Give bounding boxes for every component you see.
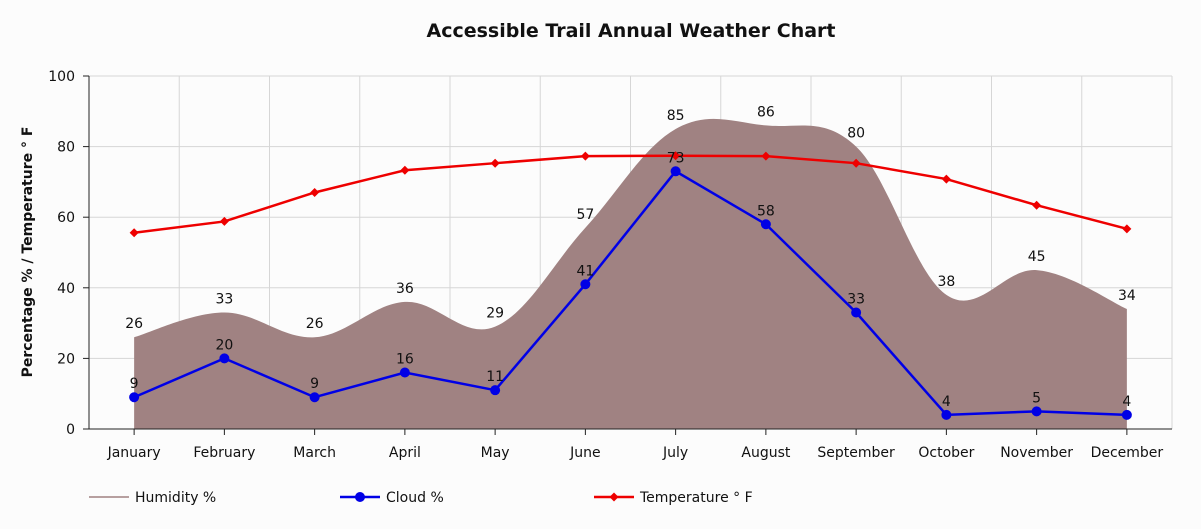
- cloud-point: [580, 279, 591, 290]
- legend-humidity-label: Humidity %: [135, 490, 216, 506]
- humidity-data-label: 34: [1118, 288, 1136, 304]
- x-tick-label: April: [389, 445, 421, 461]
- humidity-data-label: 80: [847, 126, 865, 142]
- cloud-point: [399, 367, 410, 378]
- cloud-data-label: 11: [486, 369, 504, 385]
- temperature-line: [133, 154, 1128, 234]
- x-tick-label: August: [741, 445, 791, 461]
- legend-temperature-label: Temperature ° F: [639, 490, 753, 506]
- cloud-data-label: 5: [1032, 390, 1041, 406]
- cloud-point: [1121, 409, 1132, 420]
- temperature-point: [1122, 224, 1132, 234]
- cloud-point: [760, 219, 771, 230]
- temperature-point: [761, 151, 771, 161]
- humidity-data-label: 57: [576, 207, 594, 223]
- cloud-data-label: 4: [1122, 394, 1131, 410]
- x-tick-label: December: [1091, 445, 1164, 461]
- cloud-point: [1031, 406, 1042, 417]
- area-series-layer: [134, 118, 1127, 429]
- humidity-data-label: 29: [486, 306, 504, 322]
- cloud-point: [309, 392, 320, 403]
- cloud-data-label: 9: [310, 376, 319, 392]
- cloud-data-label: 20: [215, 337, 233, 353]
- x-tick-label: July: [662, 445, 688, 461]
- x-tick-label: January: [107, 445, 161, 461]
- chart-title: Accessible Trail Annual Weather Chart: [426, 20, 835, 42]
- y-tick-label: 0: [66, 422, 75, 438]
- line-series-layer: [129, 151, 1132, 420]
- temperature-point: [310, 187, 320, 197]
- cloud-data-label: 33: [847, 292, 865, 308]
- y-tick-label: 100: [48, 69, 75, 85]
- temperature-point: [400, 165, 410, 175]
- cloud-data-label: 9: [130, 376, 139, 392]
- cloud-point: [851, 307, 862, 318]
- cloud-line: [133, 169, 1127, 417]
- temperature-point: [941, 174, 951, 184]
- humidity-data-label: 33: [215, 292, 233, 308]
- cloud-point: [670, 166, 681, 177]
- temperature-point: [490, 158, 500, 168]
- cloud-data-label: 73: [667, 150, 685, 166]
- temperature-point: [580, 151, 590, 161]
- x-tick-label: March: [293, 445, 336, 461]
- legend: Humidity % Cloud % Temperature ° F: [89, 490, 753, 506]
- cloud-data-label: 58: [757, 203, 775, 219]
- y-tick-label: 40: [57, 281, 75, 297]
- x-tick-label: May: [481, 445, 510, 461]
- humidity-data-label: 86: [757, 104, 775, 120]
- temperature-point: [671, 151, 681, 161]
- humidity-data-label: 38: [937, 274, 955, 290]
- y-tick-label: 80: [57, 140, 75, 156]
- legend-cloud-label: Cloud %: [386, 490, 444, 506]
- axes: 0 20 40 60 80 100 January February March April May…: [48, 69, 1172, 461]
- y-tick-label: 60: [57, 210, 75, 226]
- temperature-point: [219, 216, 229, 226]
- humidity-area: [134, 118, 1127, 429]
- cloud-point: [129, 392, 140, 403]
- x-tick-label: September: [817, 445, 895, 461]
- cloud-point: [490, 385, 501, 396]
- cloud-point: [219, 353, 230, 364]
- x-tick-label: June: [569, 445, 601, 461]
- x-tick-label: November: [1000, 445, 1073, 461]
- y-tick-label: 20: [57, 351, 75, 367]
- temperature-point: [851, 158, 861, 168]
- x-tick-label: October: [918, 445, 974, 461]
- cloud-data-label: 4: [942, 394, 951, 410]
- legend-cloud-marker: [355, 492, 365, 502]
- temperature-point: [129, 228, 139, 238]
- humidity-data-label: 45: [1028, 249, 1046, 265]
- humidity-data-label: 36: [396, 281, 414, 297]
- humidity-data-label: 26: [125, 316, 143, 332]
- humidity-data-label: 26: [306, 316, 324, 332]
- cloud-data-label: 41: [576, 263, 594, 279]
- y-axis-label: Percentage % / Temperature ° F: [20, 127, 36, 378]
- legend-temperature-marker: [609, 492, 619, 502]
- humidity-data-label: 85: [667, 108, 685, 124]
- cloud-point: [941, 409, 952, 420]
- x-tick-label: February: [193, 445, 255, 461]
- temperature-point: [1032, 200, 1042, 210]
- cloud-data-label: 16: [396, 352, 414, 368]
